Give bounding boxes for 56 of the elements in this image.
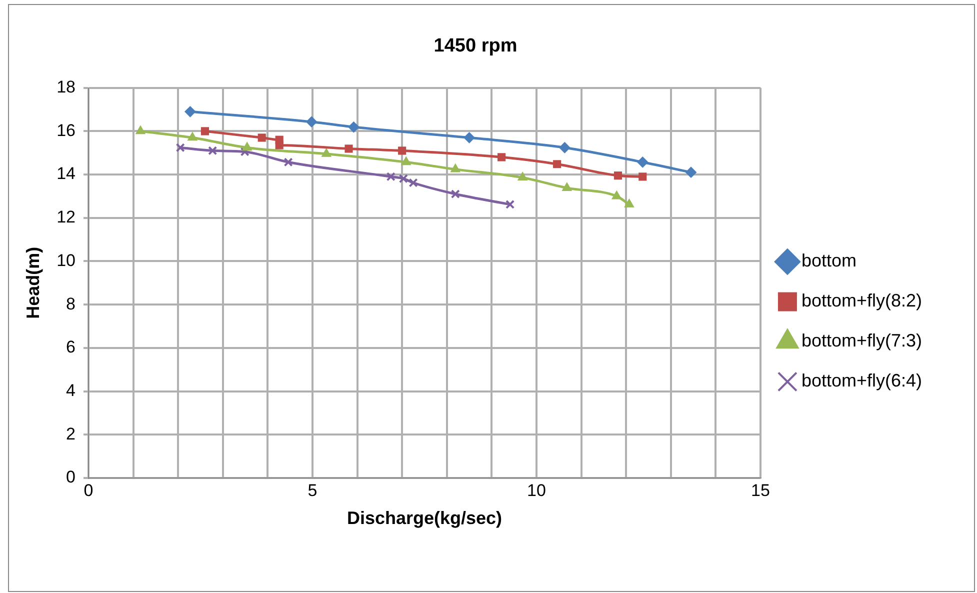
y-axis-title: Head(m)	[22, 246, 43, 319]
legend-label: bottom+fly(6:4)	[801, 370, 922, 391]
point	[450, 164, 460, 172]
point	[637, 156, 648, 168]
point	[240, 147, 250, 156]
point	[258, 134, 266, 142]
x-tick-label: 15	[750, 480, 770, 500]
point	[559, 142, 570, 154]
x-tick-label: 0	[84, 480, 94, 500]
y-tick-label: 2	[66, 424, 76, 444]
point	[553, 160, 562, 168]
x-axis-title: Discharge(kg/sec)	[346, 508, 502, 528]
point	[322, 148, 332, 157]
point	[386, 172, 396, 182]
point	[464, 132, 475, 144]
point	[284, 158, 293, 167]
point	[344, 144, 353, 153]
legend-label: bottom	[801, 250, 856, 271]
point	[624, 198, 634, 208]
point	[398, 174, 408, 184]
y-tick-label: 12	[56, 208, 76, 227]
legend-label: bottom+fly(7:3)	[801, 330, 922, 351]
point	[200, 127, 210, 136]
x-tick-label: 10	[527, 480, 546, 500]
point	[497, 153, 506, 162]
point	[686, 166, 697, 178]
point	[348, 122, 360, 133]
y-tick-label: 16	[56, 120, 76, 140]
point	[562, 182, 572, 191]
point	[398, 146, 406, 155]
point	[506, 200, 515, 209]
legend-label: bottom+fly(8:2)	[801, 290, 922, 311]
point	[638, 172, 647, 181]
y-tick-label: 6	[66, 338, 76, 357]
y-tick-label: 4	[66, 380, 76, 400]
point	[408, 178, 418, 188]
y-tick-label: 8	[66, 294, 76, 314]
chart-title: 1450 rpm	[434, 36, 518, 57]
point	[208, 146, 218, 156]
point	[612, 190, 622, 200]
point	[401, 156, 411, 166]
point	[450, 189, 460, 199]
y-tick-label: 18	[56, 77, 76, 96]
y-tick-label: 0	[66, 468, 76, 487]
point	[176, 143, 185, 152]
point	[188, 132, 198, 141]
point	[242, 142, 252, 151]
y-tick-label: 14	[56, 164, 76, 184]
x-tick-label: 5	[308, 480, 318, 500]
y-tick-label: 10	[56, 250, 76, 270]
point	[518, 172, 528, 181]
point	[184, 106, 196, 118]
point	[136, 126, 146, 134]
point	[275, 141, 284, 150]
point	[614, 172, 622, 180]
point	[306, 116, 318, 128]
